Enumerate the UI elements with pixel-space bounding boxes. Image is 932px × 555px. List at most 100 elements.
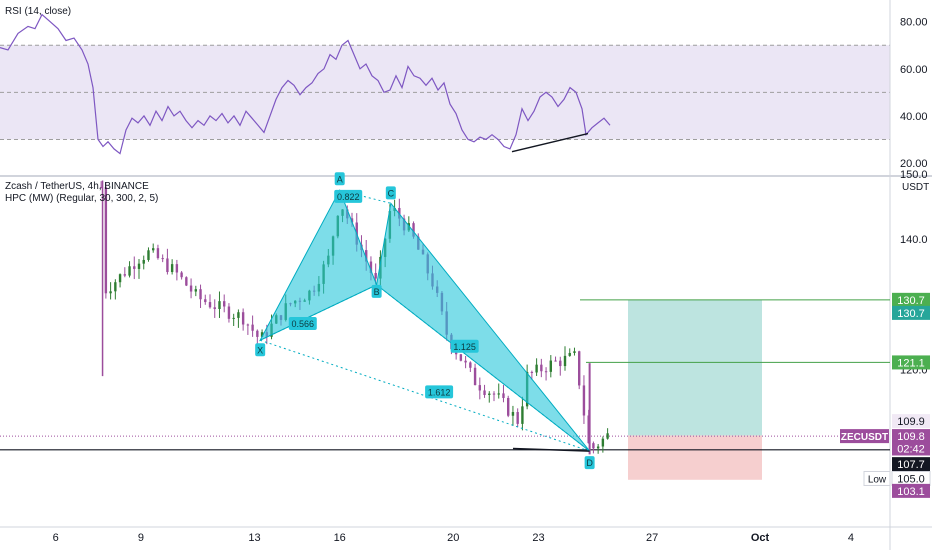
pattern-point-a: A xyxy=(334,172,345,186)
candle-body xyxy=(161,258,164,260)
candle-body xyxy=(142,259,145,264)
rsi-divergence-line xyxy=(511,132,589,153)
pattern-ratio: 1.125 xyxy=(450,339,479,353)
price-tag-label: 109.8 xyxy=(897,431,925,443)
pattern-ratio-label: 0.822 xyxy=(337,192,360,202)
candle-body xyxy=(260,332,264,337)
candle-body xyxy=(511,412,515,416)
candle-body xyxy=(166,258,169,273)
candle-body xyxy=(488,393,491,395)
pattern-point-label: D xyxy=(586,458,593,468)
candle-body xyxy=(199,289,202,300)
rsi-title: RSI (14, close) xyxy=(5,6,72,17)
candle-body xyxy=(251,324,254,331)
time-axis-label: 9 xyxy=(138,532,144,544)
candle-body xyxy=(573,351,576,353)
price-tag-label: 103.1 xyxy=(897,486,925,498)
pattern-xab xyxy=(259,189,378,342)
pattern-point-label: A xyxy=(337,174,343,184)
price-tag-label: 107.7 xyxy=(897,459,925,471)
pattern-xb-dotted xyxy=(259,284,377,341)
rsi-axis-tick: 40.00 xyxy=(900,111,928,123)
candle-body xyxy=(478,385,482,391)
candle-body xyxy=(516,412,519,424)
price-tag-label: 02:42 xyxy=(897,443,925,455)
candle-body xyxy=(170,264,174,273)
pattern-ratio: 0.822 xyxy=(334,189,363,203)
profit-zone xyxy=(628,299,762,436)
candle-body xyxy=(521,406,524,424)
pattern-ratio-label: 0.566 xyxy=(292,319,315,329)
rsi-axis-tick: 20.00 xyxy=(900,158,928,170)
indicator-line[interactable]: HPC (MW) (Regular, 30, 300, 2, 5) xyxy=(5,193,159,204)
pattern-point-box xyxy=(385,186,396,200)
candle-body xyxy=(459,354,463,361)
candle-body xyxy=(156,248,160,259)
price-tag-box xyxy=(892,441,930,456)
price-tag-label: 109.9 xyxy=(897,416,925,428)
time-axis-label: 27 xyxy=(646,532,658,544)
price-divergence-line xyxy=(512,447,590,452)
price-tag: 103.1 xyxy=(892,483,930,498)
pattern-point-box xyxy=(371,284,382,298)
candle-body xyxy=(185,277,188,286)
pattern-ratio-box xyxy=(334,189,363,203)
pattern-point-b: B xyxy=(371,284,382,298)
rsi-axis-tick: 80.00 xyxy=(900,17,928,29)
currency-label: USDT xyxy=(902,182,930,193)
candle-body xyxy=(204,299,207,303)
candle-body xyxy=(469,362,472,368)
rsi-axis-tick: 60.00 xyxy=(900,64,928,76)
pattern-point-label: C xyxy=(388,188,395,198)
candle-body xyxy=(549,360,553,372)
candle-body xyxy=(246,324,250,326)
candle-body xyxy=(473,367,477,386)
price-tag-label: 130.7 xyxy=(897,295,925,307)
price-tag: 121.1 xyxy=(892,355,930,370)
price-tag-label: 105.0 xyxy=(897,473,925,485)
price-tag-label: 121.1 xyxy=(897,357,925,369)
candle-body xyxy=(137,263,141,269)
time-axis-label: 6 xyxy=(53,532,59,544)
price-tag-box xyxy=(892,414,930,429)
candle-body xyxy=(606,433,609,439)
pattern-point-label: X xyxy=(257,345,263,355)
pattern-point-box xyxy=(584,456,595,470)
time-axis-label: 23 xyxy=(532,532,544,544)
price-tag: 109.8 xyxy=(892,429,930,444)
price-tag-label: 130.7 xyxy=(897,308,925,320)
candle-body xyxy=(350,218,354,223)
candle-body xyxy=(118,274,122,283)
candle-body xyxy=(104,187,108,294)
candle-body xyxy=(559,360,562,367)
candle-body xyxy=(492,393,496,395)
pattern-point-c: C xyxy=(385,186,396,200)
candle-body xyxy=(237,312,240,318)
candle-body xyxy=(152,248,155,251)
candle-body xyxy=(223,301,226,307)
price-tag: 105.0 xyxy=(891,470,931,486)
symbol-line[interactable]: Zcash / TetherUS, 4h, BINANCE xyxy=(5,181,149,192)
candle-body xyxy=(133,266,136,269)
candle-body xyxy=(563,355,567,367)
candle-body xyxy=(540,364,543,372)
candle-body xyxy=(507,397,510,416)
candle-body xyxy=(213,307,216,309)
candle-body xyxy=(544,371,548,373)
pattern-ratio-label: 1.612 xyxy=(428,387,451,397)
price-tag-box xyxy=(892,292,930,307)
price-tag: 130.7 xyxy=(892,292,930,307)
candle-body xyxy=(147,250,150,260)
price-tag: 02:42 xyxy=(892,441,930,456)
price-axis-tick: 150.0 xyxy=(900,169,928,181)
candle-body xyxy=(109,291,112,294)
pattern-point-label: B xyxy=(374,287,380,297)
candle-body xyxy=(194,289,198,292)
time-axis-label: 16 xyxy=(334,532,346,544)
price-tag-box xyxy=(892,429,930,444)
pattern-ratio: 1.612 xyxy=(425,385,454,399)
price-tag-box xyxy=(892,483,930,498)
price-tag: 130.7 xyxy=(892,305,930,320)
